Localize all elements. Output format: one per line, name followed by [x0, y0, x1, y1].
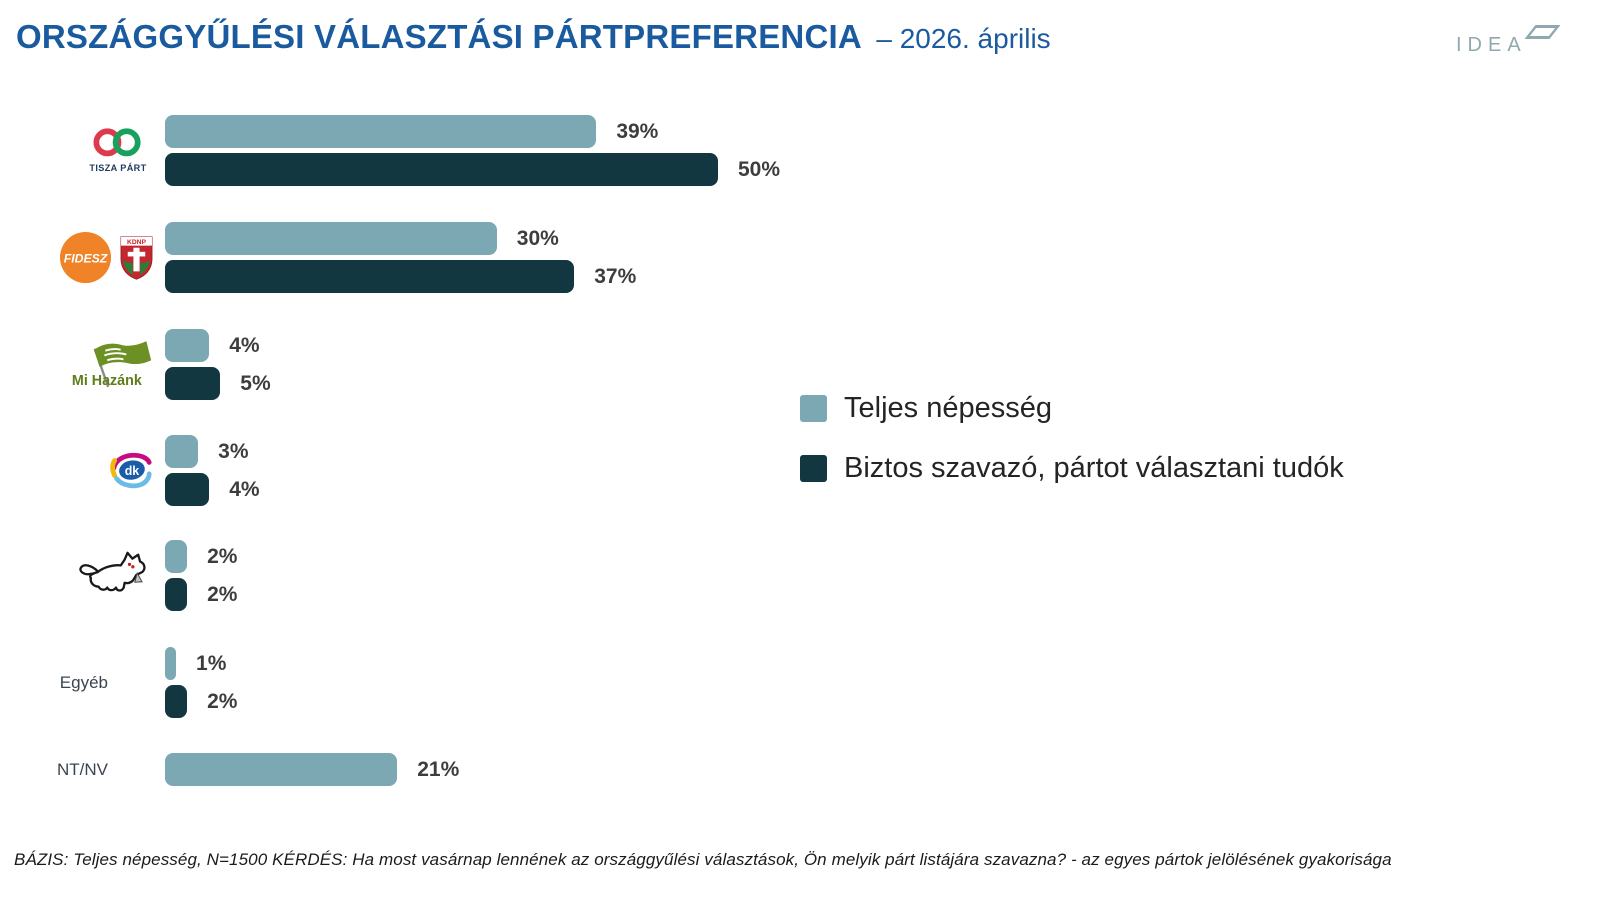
bar-series-0: [165, 115, 597, 148]
chart-row-mkkp: 2% 2%: [0, 540, 1600, 611]
legend-swatch-light: [800, 395, 827, 422]
dk-logo-text: dk: [125, 463, 140, 477]
chart-row-mi-haz-nk: Mi Hazánk 4% 5%: [0, 329, 1600, 400]
bar-series-1: [165, 685, 188, 718]
bar-value-label: 30%: [516, 227, 559, 250]
bar-value-label: 4%: [229, 478, 260, 501]
chart-row-egy-b: Egyéb 1% 2%: [0, 647, 1600, 718]
page-title: ORSZÁGGYŰLÉSI VÁLASZTÁSI PÁRTPREFERENCIA: [16, 18, 862, 55]
kdnp-shield-icon: KDNP: [120, 235, 153, 280]
bar-value-label: 37%: [594, 265, 637, 288]
fidesz-kdnp-logo-icon: FIDESZ KDNP: [59, 231, 154, 284]
legend-label: Teljes népesség: [844, 392, 1052, 424]
bar-series-1: [165, 367, 221, 400]
bar-value-label: 2%: [207, 545, 238, 568]
tisza-part-logo-icon: TISZA PÁRT: [89, 127, 146, 173]
chart-row-tisza-p-rt: TISZA PÁRT 39% 50%: [0, 115, 1600, 186]
bar-series-0: [165, 540, 188, 573]
bar-series-0: [165, 647, 177, 680]
mi-hazank-logo-icon: Mi Hazánk: [72, 340, 152, 389]
legend-swatch-dark: [800, 455, 827, 482]
chart-row-fidesz-kdnp: FIDESZ KDNP 30% 37%: [0, 222, 1600, 293]
party-label-cell: FIDESZ KDNP: [0, 222, 158, 293]
fidesz-circle-icon: FIDESZ: [59, 231, 112, 284]
party-label-cell: [0, 540, 158, 611]
tisza-part-logo-text: TISZA PÁRT: [89, 163, 146, 173]
legend-label: Biztos szavazó, pártot választani tudók: [844, 452, 1344, 484]
bar-value-label: 4%: [229, 334, 260, 357]
bar-series-1: [165, 473, 210, 506]
chart-area: TISZA PÁRT 39% 50% FIDESZ KDNP 30% 37% Mi …: [0, 115, 1600, 786]
category-label: Egyéb: [59, 672, 108, 692]
idea-logo: IDEA: [1456, 25, 1561, 57]
mkkp-dog-icon: [79, 551, 146, 592]
legend: Teljes népesség Biztos szavazó, pártot v…: [800, 392, 1344, 512]
chart-row-dk: dk 3% 4%: [0, 435, 1600, 506]
bar-value-label: 2%: [207, 583, 238, 606]
legend-item-total-population: Teljes népesség: [800, 392, 1344, 425]
idea-logo-text: IDEA: [1456, 34, 1527, 56]
legend-item-certain-voters: Biztos szavazó, pártot választani tudók: [800, 452, 1344, 485]
fidesz-logo-text: FIDESZ: [64, 251, 108, 265]
footer-note: BÁZIS: Teljes népesség, N=1500 KÉRDÉS: H…: [14, 850, 1392, 869]
bar-series-1: [165, 153, 718, 186]
party-label-cell: Mi Hazánk: [0, 329, 158, 400]
kdnp-logo-text: KDNP: [127, 239, 146, 246]
bar-series-1: [165, 260, 575, 293]
bar-series-1: [165, 578, 188, 611]
page-subtitle: – 2026. április: [876, 23, 1051, 54]
party-label-cell: Egyéb: [0, 647, 158, 718]
category-label: NT/NV: [57, 759, 108, 779]
bar-value-label: 5%: [240, 372, 271, 395]
bar-series-0: [165, 435, 199, 468]
bar-value-label: 50%: [738, 158, 781, 181]
bar-value-label: 3%: [218, 440, 249, 463]
bar-value-label: 1%: [196, 652, 227, 675]
party-label-cell: TISZA PÁRT: [0, 115, 158, 186]
header: ORSZÁGGYŰLÉSI VÁLASZTÁSI PÁRTPREFERENCIA…: [16, 18, 1051, 56]
party-label-cell: dk: [0, 435, 158, 506]
chart-row-nt-nv: NT/NV 21%: [0, 753, 1600, 786]
mi-hazank-logo-text: Mi Hazánk: [72, 373, 142, 389]
bar-value-label: 39%: [616, 120, 659, 143]
party-label-cell: NT/NV: [0, 753, 158, 786]
bar-series-0: [165, 753, 398, 786]
dk-logo-icon: dk: [110, 452, 152, 488]
bar-value-label: 21%: [417, 758, 460, 781]
bar-series-0: [165, 329, 210, 362]
bar-value-label: 2%: [207, 690, 238, 713]
bar-series-0: [165, 222, 497, 255]
